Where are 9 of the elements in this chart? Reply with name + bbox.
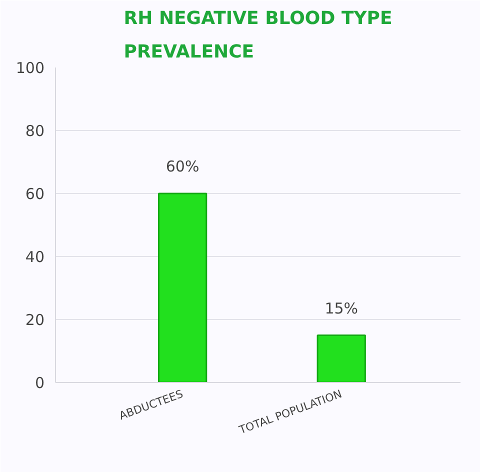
y-tick-label: 40 <box>25 248 45 266</box>
y-tick-label: 60 <box>25 185 45 203</box>
y-tick-label: 80 <box>25 122 45 140</box>
chart-title: RH NEGATIVE BLOOD TYPE PREVALENCE <box>124 8 392 62</box>
y-tick-label: 20 <box>25 311 45 329</box>
y-tick-label: 0 <box>34 374 45 392</box>
data-label: 15% <box>324 299 358 318</box>
data-label: 60% <box>166 158 200 176</box>
y-tick-label: 100 <box>16 59 45 77</box>
